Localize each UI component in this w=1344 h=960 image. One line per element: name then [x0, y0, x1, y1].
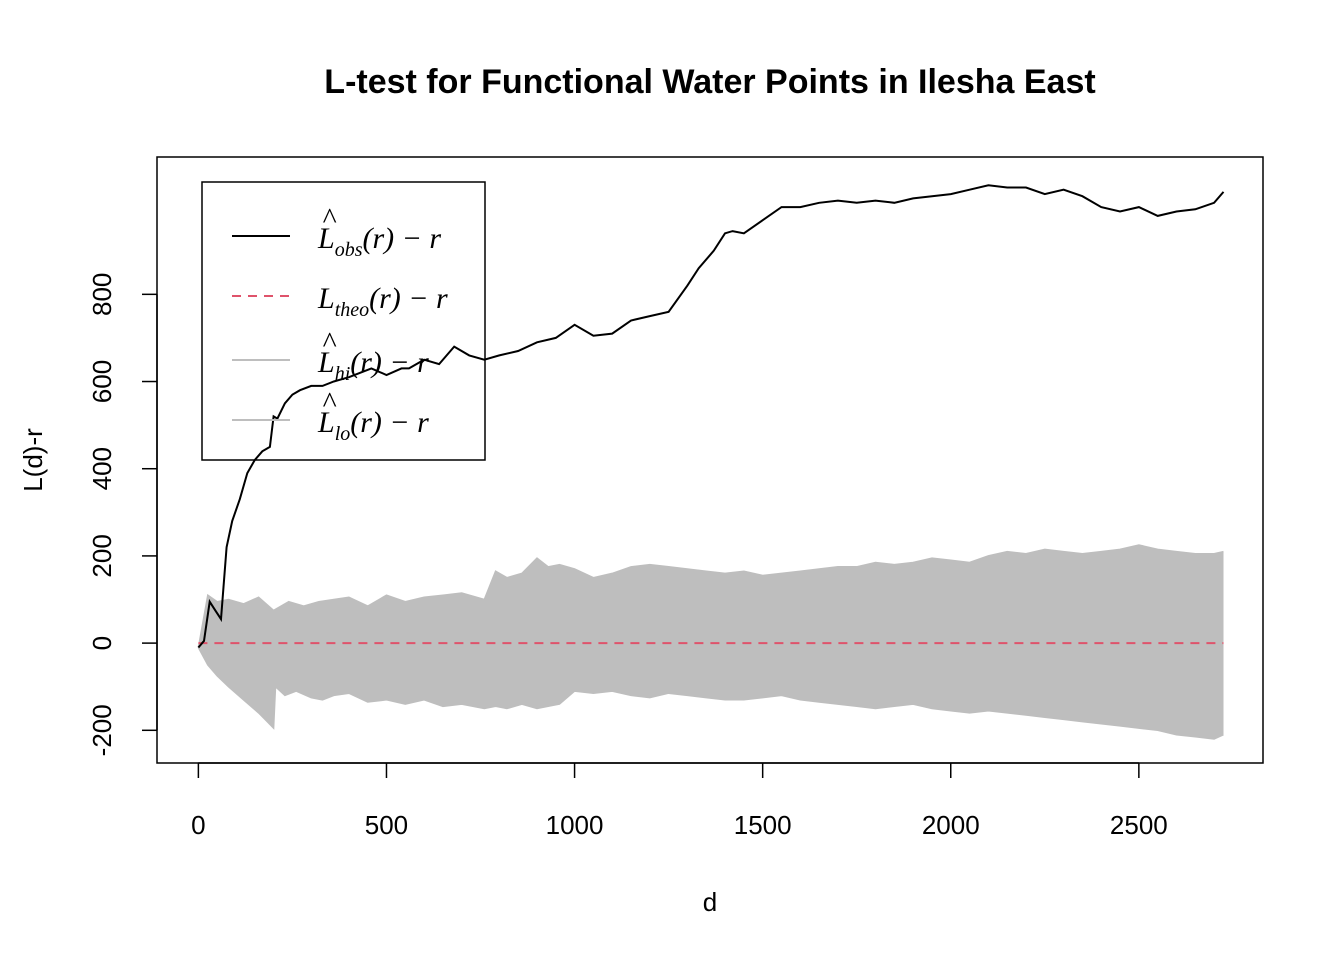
- legend-label-obs: Lobs(r) − r: [317, 222, 441, 261]
- legend-hat: ^: [322, 386, 337, 419]
- legend-sub: theo: [335, 299, 369, 321]
- lo-series-line: [197, 647, 1224, 740]
- legend-label-theo: Ltheo(r) − r: [317, 282, 448, 321]
- hi-series-line: [197, 544, 1224, 648]
- x-tick-label: 500: [365, 810, 408, 840]
- y-axis: -200 0 200 400 600 800: [87, 273, 158, 756]
- legend-tail: (r) − r: [362, 222, 441, 255]
- x-tick-label: 1500: [734, 810, 792, 840]
- envelope-area: [198, 545, 1224, 739]
- legend-label-hi: Lhi(r) − r: [317, 346, 429, 385]
- legend-main: L: [317, 346, 335, 379]
- x-tick-label: 2000: [922, 810, 980, 840]
- y-tick-label: 400: [87, 447, 117, 490]
- y-tick-label: 600: [87, 360, 117, 403]
- legend-main: L: [317, 406, 335, 439]
- legend-sub: hi: [335, 363, 351, 385]
- x-tick-label: 2500: [1110, 810, 1168, 840]
- y-axis-label: L(d)-r: [18, 428, 48, 492]
- legend-tail: (r) − r: [350, 406, 429, 439]
- y-tick-label: 200: [87, 534, 117, 577]
- y-tick-label: 0: [87, 636, 117, 650]
- legend-tail: (r) − r: [350, 346, 429, 379]
- legend-sub: obs: [335, 239, 363, 261]
- legend-main: L: [317, 222, 335, 255]
- x-tick-label: 1000: [546, 810, 604, 840]
- legend-tail: (r) − r: [369, 282, 448, 315]
- x-axis-label: d: [703, 887, 717, 917]
- x-tick-label: 0: [191, 810, 205, 840]
- obs-series-line: [197, 184, 1225, 649]
- envelope-band: [197, 544, 1224, 740]
- legend-hat: ^: [322, 202, 337, 235]
- legend-sub: lo: [335, 423, 351, 445]
- y-tick-label: -200: [87, 704, 117, 756]
- legend-hat: ^: [322, 326, 337, 359]
- legend-box: [201, 181, 486, 461]
- y-tick-label: 800: [87, 273, 117, 316]
- legend-label-lo: Llo(r) − r: [317, 406, 429, 445]
- chart-title: L-test for Functional Water Points in Il…: [324, 63, 1095, 101]
- x-axis: 0 500 1000 1500 2000 2500: [191, 762, 1168, 840]
- legend-main: L: [317, 282, 335, 315]
